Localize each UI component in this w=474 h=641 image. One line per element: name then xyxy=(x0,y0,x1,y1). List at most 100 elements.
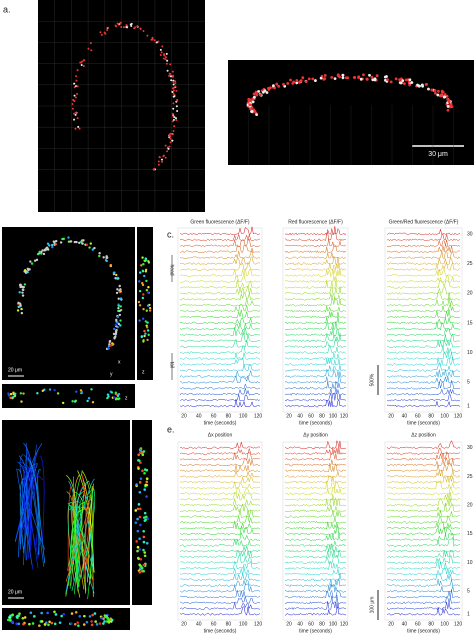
cell xyxy=(138,280,141,283)
trace xyxy=(284,452,347,461)
trace xyxy=(179,470,261,478)
x-tick-label: 120 xyxy=(254,413,263,419)
cell xyxy=(145,324,148,327)
cell xyxy=(323,74,327,77)
cell xyxy=(446,108,450,112)
cell xyxy=(74,611,78,614)
trace-label: 15 xyxy=(467,531,473,537)
cell xyxy=(23,283,27,286)
cell xyxy=(73,99,76,102)
cell xyxy=(51,245,54,249)
cell xyxy=(40,611,43,615)
cell xyxy=(166,146,169,149)
cell xyxy=(62,237,65,241)
cell xyxy=(22,622,25,626)
cell xyxy=(139,461,142,464)
cell xyxy=(410,81,414,84)
trace xyxy=(386,596,461,605)
cell xyxy=(146,338,149,342)
trace xyxy=(284,447,347,456)
cell xyxy=(138,548,141,551)
cell xyxy=(44,621,48,624)
trace xyxy=(386,268,460,277)
cell xyxy=(151,37,154,40)
cell xyxy=(36,252,40,256)
trace xyxy=(284,306,347,313)
cell xyxy=(20,311,24,315)
cell xyxy=(114,391,118,394)
trajectory xyxy=(74,472,83,588)
trace xyxy=(284,268,347,278)
tail-label: tail xyxy=(169,362,175,368)
trace xyxy=(386,243,461,253)
trace xyxy=(284,286,347,295)
column-title: Green/Red fluorescence (ΔF/F) xyxy=(389,219,459,225)
trace-label: 1 xyxy=(467,612,470,618)
cell xyxy=(171,139,174,142)
trace xyxy=(386,317,461,325)
cell xyxy=(142,263,145,266)
cell xyxy=(125,25,128,28)
x-axis-label: time (seconds) xyxy=(407,420,440,426)
cell xyxy=(251,100,255,104)
trace xyxy=(179,583,261,593)
cell xyxy=(172,89,175,92)
trace xyxy=(284,392,347,402)
cell xyxy=(7,394,11,397)
cell xyxy=(427,87,430,91)
cell xyxy=(18,612,21,615)
cell xyxy=(255,113,259,116)
cell xyxy=(153,168,156,171)
cell xyxy=(78,241,81,245)
cell xyxy=(295,81,299,85)
cell xyxy=(30,262,34,265)
cell xyxy=(165,52,168,55)
cell xyxy=(67,236,70,239)
cell xyxy=(23,616,27,619)
trace xyxy=(285,526,346,536)
cell xyxy=(107,26,110,29)
cell xyxy=(138,459,141,462)
cell xyxy=(253,109,257,113)
cell xyxy=(159,48,162,51)
trace xyxy=(284,352,347,361)
trace xyxy=(179,560,261,570)
cell xyxy=(139,523,142,527)
x-tick-label: 40 xyxy=(297,621,303,627)
cell xyxy=(73,82,76,85)
cell xyxy=(394,77,398,81)
trace xyxy=(386,351,461,360)
trajectory xyxy=(65,495,91,582)
cell xyxy=(59,241,63,244)
trace xyxy=(179,590,261,599)
cell xyxy=(141,317,145,320)
cell xyxy=(116,397,119,401)
cell xyxy=(362,73,365,77)
trace xyxy=(179,509,261,519)
cell xyxy=(116,288,119,291)
cell xyxy=(76,93,79,96)
trace xyxy=(386,333,461,343)
trace xyxy=(179,545,261,553)
cell xyxy=(10,613,14,617)
trace xyxy=(179,249,261,259)
cell xyxy=(88,615,92,618)
cell xyxy=(38,250,41,253)
cell xyxy=(143,516,146,519)
trace xyxy=(386,475,461,484)
cell xyxy=(71,107,74,110)
x-tick-label: 20 xyxy=(181,413,187,419)
x-tick-label: 80 xyxy=(226,621,232,627)
trajectory xyxy=(81,474,95,573)
trace xyxy=(386,297,461,307)
cell xyxy=(157,160,160,163)
x-tick-label: 20 xyxy=(388,413,394,419)
cell xyxy=(138,289,142,293)
trace xyxy=(386,388,461,396)
cell xyxy=(142,569,145,573)
cell xyxy=(35,258,39,262)
cell xyxy=(144,483,148,487)
trace xyxy=(179,274,261,283)
trace-label: 10 xyxy=(467,560,473,566)
cell xyxy=(29,611,33,615)
